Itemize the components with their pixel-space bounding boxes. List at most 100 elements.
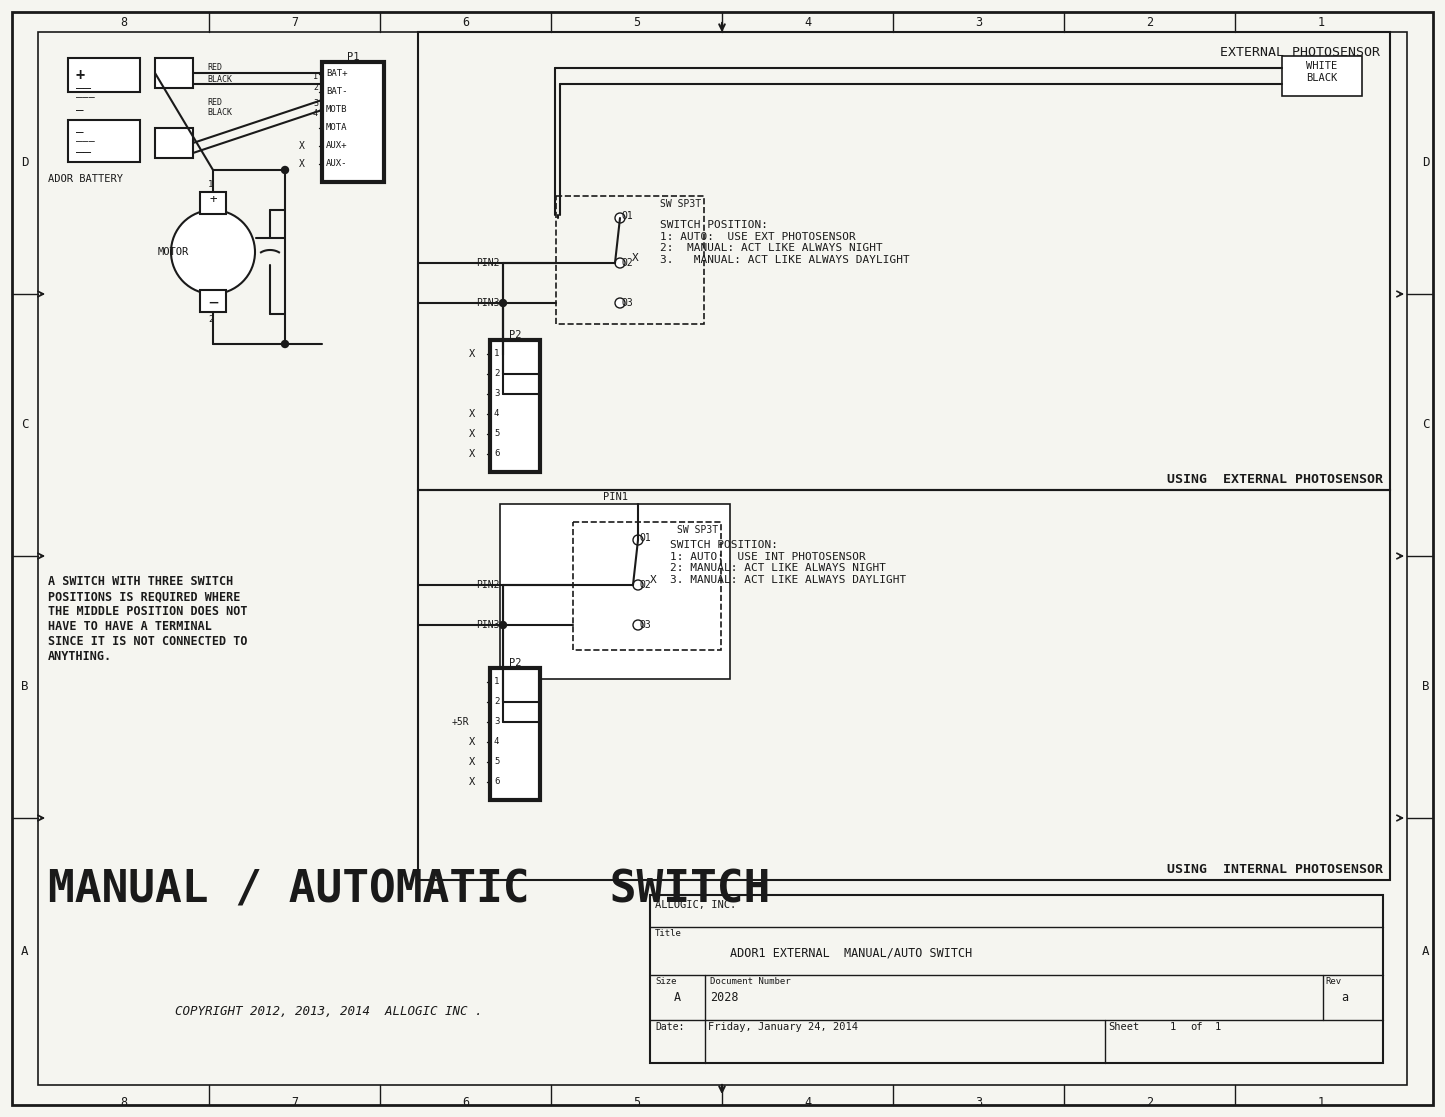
Bar [574,522,721,650]
Text: ALLOGIC, INC.: ALLOGIC, INC. [655,900,737,910]
Text: of: of [1191,1022,1202,1032]
Text: A: A [673,991,681,1004]
Text: RED: RED [207,63,223,71]
Text: X: X [468,777,475,787]
Text: 3: 3 [975,16,983,29]
Text: WHITE
BLACK: WHITE BLACK [1306,61,1338,83]
Text: MANUAL / AUTOMATIC   SWITCH: MANUAL / AUTOMATIC SWITCH [48,868,770,911]
Text: MOTA: MOTA [327,124,347,133]
Text: 2: 2 [494,697,500,706]
Circle shape [500,621,507,629]
Text: 3: 3 [975,1097,983,1109]
Bar [199,290,225,312]
Text: Title: Title [655,929,682,938]
Text: 1: 1 [314,71,318,82]
Bar [68,120,140,162]
Text: SWITCH POSITION:
1: AUTO:  USE EXT PHOTOSENSOR
2:  MANUAL: ACT LIKE ALWAYS NIGHT: SWITCH POSITION: 1: AUTO: USE EXT PHOTOS… [660,220,910,265]
Text: C: C [1422,419,1429,431]
Text: 5: 5 [633,16,640,29]
Text: MOTOR: MOTOR [158,247,189,257]
Bar [418,32,1390,490]
Text: 7: 7 [290,1097,298,1109]
Text: Friday, January 24, 2014: Friday, January 24, 2014 [708,1022,858,1032]
Text: 4: 4 [494,410,500,419]
Text: PIN2: PIN2 [477,580,500,590]
Text: 4: 4 [803,1097,811,1109]
Text: ———: ——— [77,92,95,102]
Text: 2028: 2028 [709,991,738,1004]
Text: X: X [299,159,305,169]
Text: 5: 5 [633,1097,640,1109]
Text: A SWITCH WITH THREE SWITCH
POSITIONS IS REQUIRED WHERE
THE MIDDLE POSITION DOES : A SWITCH WITH THREE SWITCH POSITIONS IS … [48,575,247,663]
Text: A: A [1422,945,1429,958]
Text: X: X [299,141,305,151]
Text: BAT-: BAT- [327,87,347,96]
Text: 4: 4 [314,109,318,118]
Text: 2: 2 [494,370,500,379]
Text: P1: P1 [347,52,360,63]
Text: Document Number: Document Number [709,977,790,986]
Text: Size: Size [655,977,676,986]
Text: 1: 1 [1215,1022,1221,1032]
Text: 2: 2 [208,315,214,324]
Circle shape [282,341,289,347]
Text: A: A [22,945,29,958]
Circle shape [633,620,643,630]
Text: 6: 6 [494,777,500,786]
Text: AUX+: AUX+ [327,142,347,151]
Text: COPYRIGHT 2012, 2013, 2014  ALLOGIC INC .: COPYRIGHT 2012, 2013, 2014 ALLOGIC INC . [175,1005,483,1018]
Text: ADOR BATTERY: ADOR BATTERY [48,174,123,184]
Text: X: X [468,757,475,767]
Bar [418,490,1390,880]
Text: USING  EXTERNAL PHOTOSENSOR: USING EXTERNAL PHOTOSENSOR [1168,472,1383,486]
Text: a: a [1341,991,1348,1004]
Text: 3: 3 [494,717,500,726]
Text: Rev: Rev [1325,977,1341,986]
Bar [1282,56,1363,96]
Text: ADOR1 EXTERNAL  MANUAL/AUTO SWITCH: ADOR1 EXTERNAL MANUAL/AUTO SWITCH [730,947,972,960]
Text: 3: 3 [314,99,318,108]
Bar [500,504,730,679]
Bar [322,63,384,182]
Text: O2: O2 [640,580,652,590]
Text: PIN1: PIN1 [603,491,627,502]
Bar [490,340,540,472]
Text: ——: —— [77,146,91,159]
Circle shape [282,166,289,173]
Text: X: X [468,409,475,419]
Bar [155,58,194,88]
Text: D: D [22,156,29,170]
Circle shape [616,298,626,308]
Circle shape [500,299,507,306]
Text: O1: O1 [621,211,634,221]
Text: SW SP3T: SW SP3T [676,525,718,535]
Text: AUX-: AUX- [327,160,347,169]
Text: Date:: Date: [655,1022,685,1032]
Circle shape [171,210,254,294]
Text: BLACK: BLACK [207,108,233,117]
Text: P2: P2 [509,658,522,668]
Text: SW SP3T: SW SP3T [660,199,701,209]
Text: X: X [631,252,639,262]
Text: 8: 8 [120,1097,127,1109]
Circle shape [616,213,626,223]
Circle shape [616,258,626,268]
Text: EXTERNAL PHOTOSENSOR: EXTERNAL PHOTOSENSOR [1220,46,1380,59]
Bar [199,192,225,214]
Bar [68,58,140,92]
Text: B: B [1422,680,1429,694]
Text: 1: 1 [1170,1022,1176,1032]
Text: X: X [468,449,475,459]
Text: X: X [468,429,475,439]
Text: MOTB: MOTB [327,105,347,115]
Text: O3: O3 [640,620,652,630]
Text: O3: O3 [621,298,634,308]
Text: 4: 4 [803,16,811,29]
Text: C: C [22,419,29,431]
Text: ———: ——— [77,136,95,146]
Bar [556,195,704,324]
Text: 1: 1 [1318,16,1325,29]
Text: 2: 2 [1146,1097,1153,1109]
Bar [155,128,194,157]
Text: RED: RED [207,98,223,107]
